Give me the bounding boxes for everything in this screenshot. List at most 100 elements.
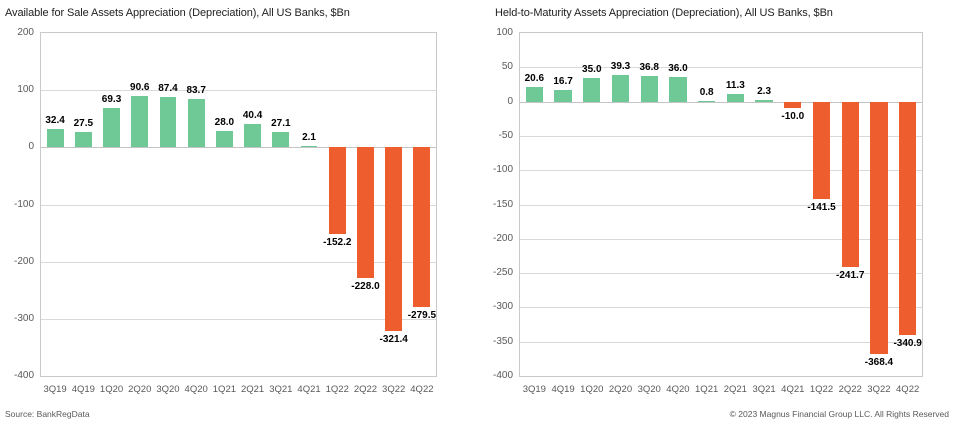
y-tick-label: 0: [507, 95, 513, 107]
plot-area: 20.6 16.7 35.0 39.3 36.8 36.0 0.8 11.3 2.3 -10.0 -…: [519, 32, 923, 377]
bar-4Q21: [300, 146, 318, 148]
y-tick-label: -100: [13, 198, 34, 210]
bar-value-label: 35.0: [582, 63, 602, 75]
y-tick-label: -100: [492, 164, 513, 176]
bar-4Q19: [554, 90, 572, 102]
bar-2Q20: [611, 74, 630, 102]
bar-value-label: 36.8: [639, 62, 659, 74]
y-tick-label: -400: [13, 370, 34, 381]
bar-2Q20: [131, 95, 149, 148]
bar-value-label: -241.7: [836, 270, 865, 282]
bar-4Q21: [784, 101, 802, 109]
gridline: [520, 67, 922, 68]
chart-title: Available for Sale Assets Appreciation (…: [5, 7, 350, 19]
bar-4Q19: [74, 131, 92, 148]
bar-3Q22: [870, 101, 888, 355]
plot-area: 32.4 27.5 69.3 90.6 87.4 83.7 28.0 40.4 27.1 2.1 -…: [40, 32, 437, 377]
bar-4Q20: [669, 76, 687, 102]
bar-value-label: 87.4: [158, 83, 178, 95]
bar-value-label: 69.3: [101, 93, 122, 105]
bar-value-label: 16.7: [553, 76, 573, 88]
bar-3Q22: [385, 147, 403, 332]
x-tick-label: 3Q19: [522, 384, 546, 395]
x-tick-label: 2Q22: [353, 384, 378, 395]
htm-chart-panel: Held-to-Maturity Assets Appreciation (De…: [478, 0, 956, 428]
y-tick-label: 200: [17, 27, 34, 38]
x-tick-label: 1Q21: [695, 384, 719, 395]
y-tick-label: -400: [492, 370, 513, 381]
bar-3Q21: [755, 100, 773, 102]
afs-chart-panel: Available for Sale Assets Appreciation (…: [5, 7, 437, 395]
y-tick-label: -200: [492, 232, 513, 244]
bar-value-label: -340.9: [893, 338, 922, 350]
x-tick-label: 3Q21: [269, 384, 293, 395]
gridline: [520, 170, 922, 171]
gridline: [520, 239, 922, 240]
x-tick-label: 1Q20: [580, 384, 604, 395]
chart-title: Held-to-Maturity Assets Appreciation (De…: [495, 7, 833, 19]
bar-value-label: -228.0: [351, 280, 380, 292]
bar-value-label: -152.2: [323, 237, 352, 249]
gridline: [520, 273, 922, 274]
bar-1Q22: [328, 147, 346, 235]
bar-value-label: 40.4: [242, 110, 263, 122]
x-tick-label: 3Q19: [43, 384, 67, 395]
y-tick-label: -300: [13, 312, 34, 324]
gridline: [520, 342, 922, 343]
bar-1Q21: [698, 101, 716, 103]
zero-gridline: [520, 102, 922, 103]
x-tick-label: 2Q22: [838, 384, 862, 395]
y-tick-label: -300: [492, 301, 513, 313]
bar-value-label: 2.1: [302, 132, 316, 144]
x-tick-label: 4Q19: [71, 384, 95, 395]
bar-value-label: 32.4: [45, 114, 65, 126]
x-tick-label: 3Q20: [637, 384, 661, 395]
bar-value-label: 20.6: [524, 73, 545, 85]
bar-1Q20: [103, 107, 120, 148]
gridline: [41, 90, 436, 91]
x-tick-label: 4Q21: [297, 384, 321, 395]
x-tick-label: 1Q22: [809, 384, 834, 395]
bar-3Q20: [640, 76, 658, 102]
bar-3Q20: [159, 97, 177, 148]
bar-4Q22: [413, 147, 431, 308]
bar-value-label: 27.5: [73, 117, 94, 129]
bar-2Q22: [357, 147, 374, 278]
x-tick-label: 2Q21: [240, 384, 265, 395]
bar-2Q21: [726, 93, 744, 102]
x-tick-label: 3Q20: [156, 384, 180, 395]
y-tick-label: -350: [492, 335, 513, 347]
gridline: [41, 205, 436, 206]
bar-value-label: 28.0: [214, 117, 235, 129]
bar-value-label: 83.7: [186, 85, 206, 97]
y-tick-label: 0: [28, 141, 34, 153]
x-tick-label: 1Q21: [212, 384, 237, 395]
y-tick-label: 100: [17, 84, 34, 96]
x-tick-label: 1Q20: [99, 384, 124, 395]
bar-4Q22: [899, 101, 917, 336]
gridline: [520, 307, 922, 308]
x-tick-label: 4Q20: [666, 384, 690, 395]
bar-2Q21: [244, 124, 262, 148]
bar-value-label: -279.5: [407, 310, 437, 322]
x-tick-label: 2Q21: [723, 384, 747, 395]
source-note: Source: BankRegData: [5, 409, 90, 419]
x-tick-label: 4Q20: [184, 384, 208, 395]
bar-value-label: 90.6: [130, 81, 150, 93]
x-tick-label: 3Q22: [382, 384, 406, 395]
y-tick-label: -50: [498, 129, 513, 141]
bar-3Q21: [272, 131, 290, 148]
x-tick-label: 2Q20: [128, 384, 152, 395]
y-tick-label: -150: [492, 198, 513, 210]
bar-value-label: 36.0: [668, 62, 688, 74]
x-tick-label: 4Q22: [896, 384, 920, 395]
gridline: [520, 205, 922, 206]
x-tick-label: 1Q22: [325, 384, 349, 395]
y-tick-label: 50: [501, 61, 513, 73]
bar-1Q22: [812, 101, 831, 199]
bar-value-label: 27.1: [271, 117, 291, 129]
y-tick-label: 100: [496, 27, 513, 38]
bar-1Q20: [583, 77, 601, 102]
copyright-note: © 2023 Magnus Financial Group LLC. All R…: [729, 409, 949, 419]
gridline: [41, 319, 436, 320]
